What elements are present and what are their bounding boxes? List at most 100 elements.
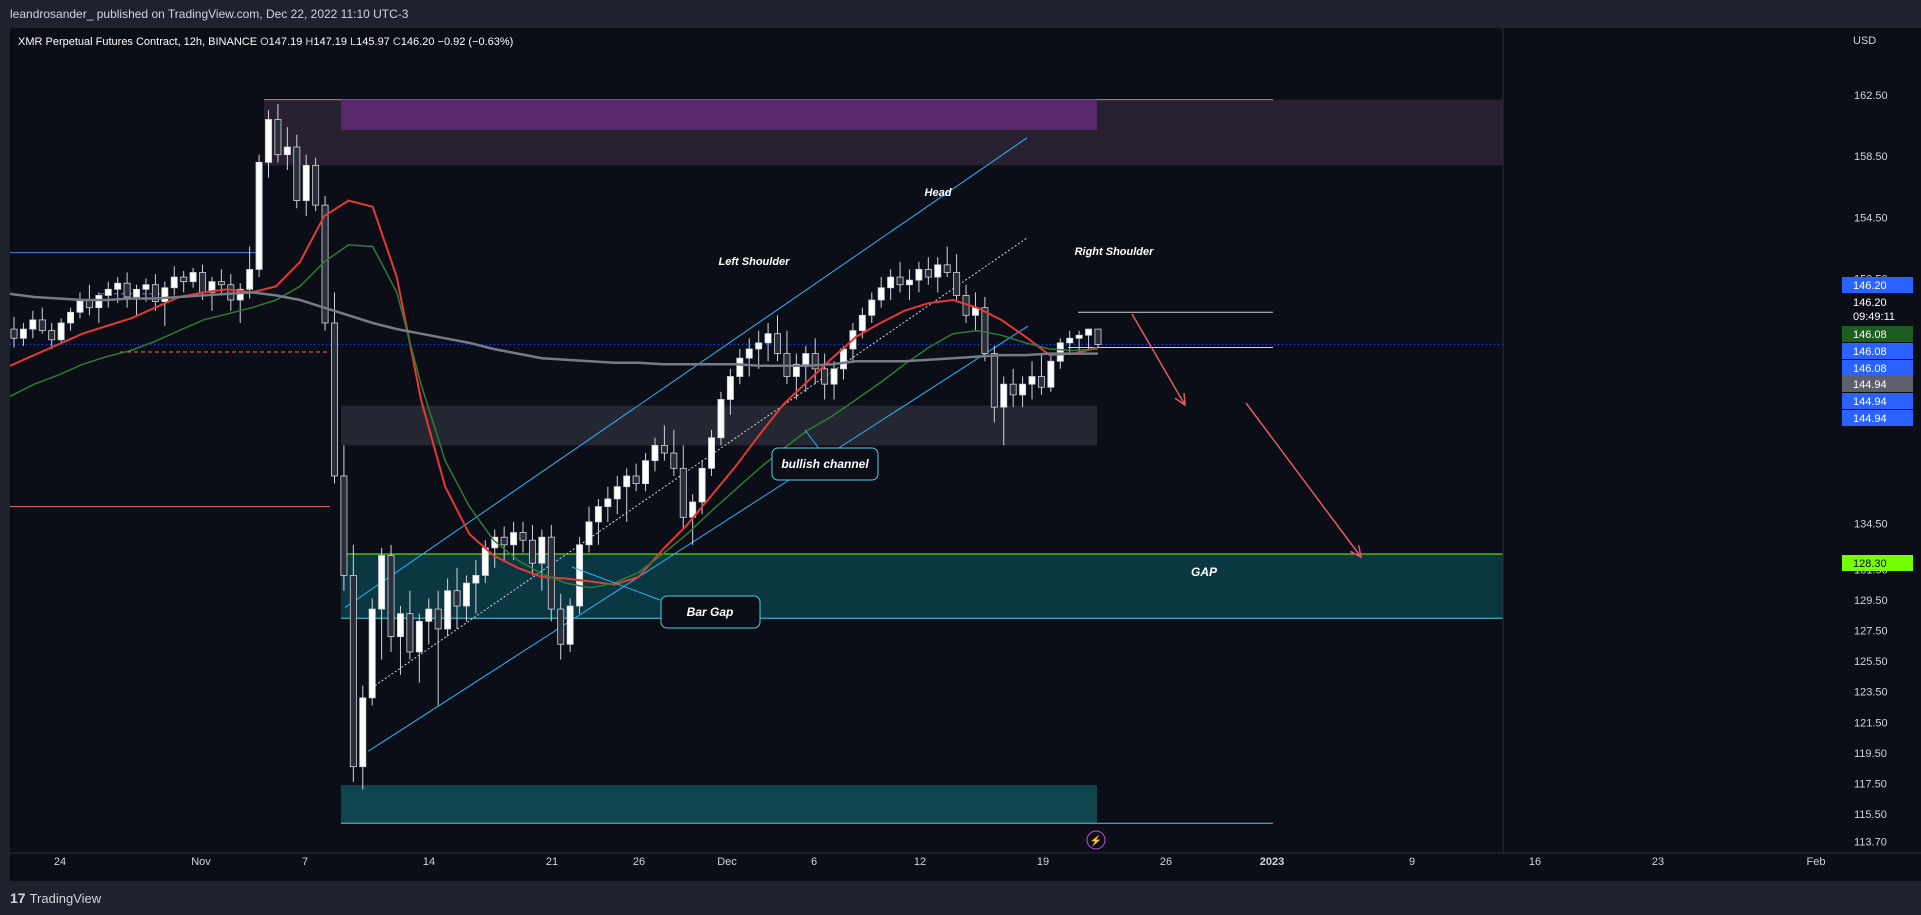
candle-body — [472, 575, 480, 584]
candle-body — [717, 399, 725, 439]
candle-body — [378, 555, 386, 610]
candle-body — [604, 498, 612, 507]
projection-arrow-2 — [1245, 402, 1362, 558]
candle-body — [170, 276, 178, 289]
candle-body — [868, 299, 876, 316]
candle-body — [67, 311, 75, 324]
symbol-header-part: O — [260, 36, 269, 48]
annotation-right-shoulder: Right Shoulder — [1075, 246, 1155, 258]
price-tick-label: 119.50 — [1854, 748, 1887, 760]
price-tick-label: 129.50 — [1854, 595, 1888, 607]
price-tick-label: 117.50 — [1854, 779, 1887, 791]
candle-body — [1066, 337, 1074, 344]
time-tick-label: 24 — [54, 856, 66, 868]
candle-body — [151, 284, 159, 302]
price-tick-label: 158.50 — [1854, 151, 1888, 163]
candle-body — [415, 620, 423, 653]
price-tick-label: 127.50 — [1854, 626, 1888, 638]
demand-zone — [341, 785, 1097, 824]
candle-body — [934, 264, 942, 278]
candle-body — [444, 590, 452, 630]
candle-body — [792, 363, 800, 377]
price-label: 146.08 — [1853, 346, 1887, 358]
candle-body — [481, 547, 489, 576]
candle-body — [877, 287, 885, 301]
price-label-bg — [1842, 393, 1913, 409]
candle-body — [915, 269, 923, 281]
candle-body — [1075, 334, 1083, 339]
candle-body — [29, 319, 37, 330]
symbol-header-part: 145.97 — [356, 36, 393, 48]
price-tick-label: 125.50 — [1854, 656, 1888, 668]
candle-body — [1094, 328, 1102, 345]
time-tick-label: 2023 — [1260, 856, 1284, 868]
channel-lower-line — [367, 325, 1029, 752]
candle-body — [434, 608, 442, 630]
candle-body — [453, 590, 461, 607]
candle-body — [1009, 383, 1017, 396]
candle-body — [208, 281, 216, 293]
candle-body — [38, 319, 46, 332]
candle-body — [623, 475, 631, 488]
candle-body — [642, 460, 650, 485]
candle-body — [858, 314, 866, 332]
candle-body — [1037, 376, 1045, 388]
candle-body — [189, 272, 197, 283]
price-label: 146.08 — [1853, 363, 1887, 375]
candle-body — [1028, 376, 1036, 385]
candle-body — [340, 475, 348, 576]
price-label: 144.94 — [1853, 413, 1887, 425]
time-tick-label: 9 — [1409, 856, 1415, 868]
candle-body — [953, 272, 961, 296]
price-axis-background — [1503, 28, 1921, 881]
time-tick-label: 14 — [423, 856, 435, 868]
candle-body — [283, 146, 291, 156]
price-label-bg — [1842, 410, 1913, 426]
price-label-bg — [1842, 277, 1913, 293]
candle-body — [887, 276, 895, 289]
symbol-header-part: 147.19 — [313, 36, 350, 48]
candle-body — [104, 288, 112, 296]
candle-body — [123, 282, 131, 298]
candle-body — [302, 164, 310, 201]
candle-body — [255, 161, 263, 270]
candle-body — [840, 348, 847, 370]
annotation-bar-gap: Bar Gap — [687, 605, 734, 619]
candle-body — [906, 279, 913, 286]
publish-header: leandrosander_ published on TradingView.… — [0, 0, 1921, 28]
moving-average-line-0 — [10, 199, 1099, 586]
candle-body — [265, 119, 272, 163]
candle-body — [161, 287, 169, 302]
candle-body — [1019, 383, 1027, 396]
annotation-head: Head — [925, 187, 952, 199]
candle-body — [199, 272, 206, 293]
price-label: 146.08 — [1853, 329, 1887, 341]
candle-body — [924, 269, 932, 278]
projection-arrow-1-head — [1174, 392, 1186, 407]
candle-body — [811, 353, 819, 370]
symbol-header-part: −0.92 (−0.63%) — [438, 36, 514, 48]
candle-body — [698, 467, 706, 503]
channel-mid-line — [374, 236, 1029, 686]
price-tick-label: 162.50 — [1854, 90, 1888, 102]
tradingview-brand: TradingView — [29, 890, 102, 906]
candle-body — [462, 582, 470, 607]
time-tick-label: 16 — [1529, 856, 1541, 868]
price-label-bg — [1842, 555, 1913, 571]
time-axis-background — [10, 853, 1921, 881]
candle-body — [745, 348, 753, 359]
symbol-header-part: C — [393, 36, 401, 48]
candle-body — [133, 288, 141, 298]
candle-body — [802, 353, 810, 365]
candle-body — [349, 575, 357, 768]
candle-body — [359, 697, 367, 768]
moving-average-line-2 — [10, 291, 1098, 368]
candle-body — [774, 333, 781, 354]
price-tick-label: 134.50 — [1854, 518, 1888, 530]
symbol-header-part: 146.20 — [401, 36, 438, 48]
candle-body — [312, 164, 320, 206]
candle-body — [651, 444, 659, 462]
candle-body — [981, 307, 989, 354]
